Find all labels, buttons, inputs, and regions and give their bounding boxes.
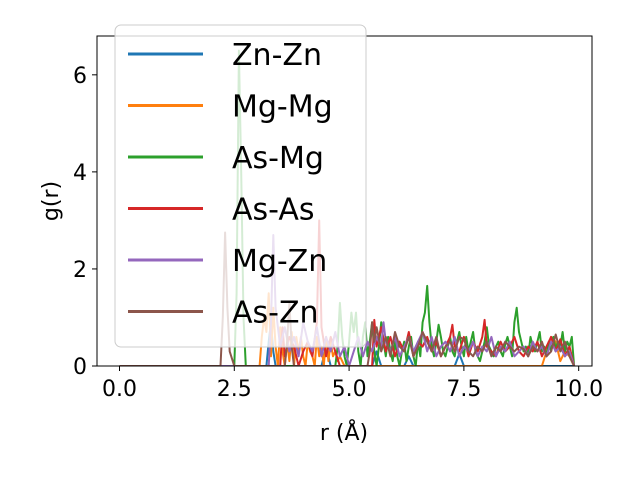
x-tick-label: 7.5 <box>446 377 481 402</box>
legend-label: Zn-Zn <box>232 38 322 73</box>
x-axis-label: r (Å) <box>320 419 368 446</box>
y-axis: 0 2 4 6 <box>73 64 97 380</box>
y-tick-label: 2 <box>73 258 87 283</box>
legend-label: Mg-Mg <box>232 90 333 125</box>
y-tick-label: 6 <box>73 64 87 89</box>
legend-label: As-As <box>232 193 314 228</box>
legend: Zn-Zn Mg-Mg As-Mg As-As Mg-Zn As-Zn <box>114 24 367 348</box>
x-tick-label: 0.0 <box>102 377 137 402</box>
legend-label: As-Zn <box>232 296 319 331</box>
y-axis-label: g(r) <box>39 181 64 221</box>
y-tick-label: 0 <box>73 355 87 380</box>
x-tick-label: 5.0 <box>332 377 367 402</box>
legend-label: Mg-Zn <box>232 244 327 279</box>
y-tick-label: 4 <box>73 161 87 186</box>
legend-label: As-Mg <box>232 141 324 176</box>
x-axis: 0.0 2.5 5.0 7.5 10.0 <box>102 366 603 402</box>
x-tick-label: 10.0 <box>554 377 603 402</box>
series-line-mg-zn <box>119 234 576 366</box>
x-tick-label: 2.5 <box>217 377 252 402</box>
